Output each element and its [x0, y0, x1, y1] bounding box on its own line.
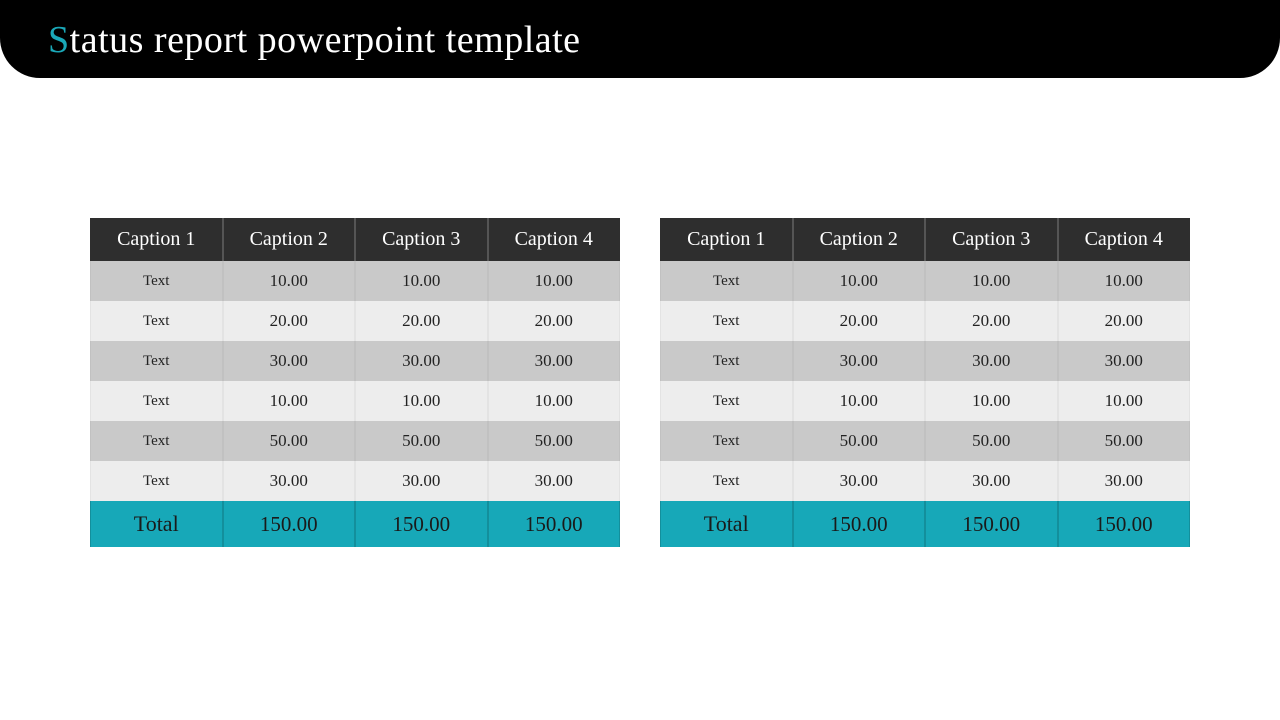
- cell: 30.00: [355, 341, 488, 381]
- cell: Text: [90, 461, 223, 501]
- cell: Text: [660, 261, 793, 301]
- status-table-right: Caption 1 Caption 2 Caption 3 Caption 4 …: [660, 218, 1190, 547]
- cell: 30.00: [793, 341, 926, 381]
- cell: 30.00: [223, 341, 356, 381]
- col-header: Caption 4: [1058, 218, 1191, 261]
- cell: Text: [660, 421, 793, 461]
- cell: 20.00: [1058, 301, 1191, 341]
- status-table-left: Caption 1 Caption 2 Caption 3 Caption 4 …: [90, 218, 620, 547]
- total-cell: 150.00: [355, 501, 488, 547]
- cell: 10.00: [793, 381, 926, 421]
- col-header: Caption 2: [223, 218, 356, 261]
- slide-header: Status report powerpoint template: [0, 0, 1280, 78]
- cell: 30.00: [793, 461, 926, 501]
- cell: 50.00: [355, 421, 488, 461]
- cell: 30.00: [488, 461, 621, 501]
- title-accent: S: [48, 19, 70, 61]
- total-cell: 150.00: [925, 501, 1058, 547]
- cell: 20.00: [925, 301, 1058, 341]
- cell: 10.00: [355, 381, 488, 421]
- table-row: Text 10.00 10.00 10.00: [90, 381, 620, 421]
- col-header: Caption 1: [90, 218, 223, 261]
- cell: 10.00: [488, 381, 621, 421]
- table-row: Text 50.00 50.00 50.00: [90, 421, 620, 461]
- cell: 50.00: [793, 421, 926, 461]
- table-row: Text 10.00 10.00 10.00: [90, 261, 620, 301]
- col-header: Caption 1: [660, 218, 793, 261]
- col-header: Caption 3: [925, 218, 1058, 261]
- total-label: Total: [90, 501, 223, 547]
- cell: 30.00: [925, 461, 1058, 501]
- cell: 10.00: [925, 261, 1058, 301]
- table-row: Text 30.00 30.00 30.00: [660, 341, 1190, 381]
- cell: Text: [660, 341, 793, 381]
- cell: Text: [90, 381, 223, 421]
- table-row: Text 30.00 30.00 30.00: [90, 461, 620, 501]
- col-header: Caption 4: [488, 218, 621, 261]
- cell: 30.00: [488, 341, 621, 381]
- title-rest: tatus report powerpoint template: [70, 19, 581, 61]
- cell: 20.00: [793, 301, 926, 341]
- cell: Text: [660, 301, 793, 341]
- table-total-row: Total 150.00 150.00 150.00: [660, 501, 1190, 547]
- table-header-row: Caption 1 Caption 2 Caption 3 Caption 4: [90, 218, 620, 261]
- total-label: Total: [660, 501, 793, 547]
- cell: 30.00: [1058, 341, 1191, 381]
- slide-content: Caption 1 Caption 2 Caption 3 Caption 4 …: [0, 78, 1280, 547]
- cell: Text: [660, 381, 793, 421]
- cell: Text: [660, 461, 793, 501]
- cell: 10.00: [1058, 381, 1191, 421]
- cell: 20.00: [488, 301, 621, 341]
- slide-title: Status report powerpoint template: [48, 18, 1280, 62]
- cell: 30.00: [223, 461, 356, 501]
- cell: 10.00: [223, 261, 356, 301]
- cell: Text: [90, 421, 223, 461]
- col-header: Caption 3: [355, 218, 488, 261]
- table-row: Text 30.00 30.00 30.00: [660, 461, 1190, 501]
- cell: 10.00: [925, 381, 1058, 421]
- cell: 10.00: [1058, 261, 1191, 301]
- cell: Text: [90, 301, 223, 341]
- total-cell: 150.00: [1058, 501, 1191, 547]
- col-header: Caption 2: [793, 218, 926, 261]
- table-row: Text 10.00 10.00 10.00: [660, 381, 1190, 421]
- table-row: Text 30.00 30.00 30.00: [90, 341, 620, 381]
- table-header-row: Caption 1 Caption 2 Caption 3 Caption 4: [660, 218, 1190, 261]
- total-cell: 150.00: [488, 501, 621, 547]
- cell: Text: [90, 341, 223, 381]
- cell: 50.00: [925, 421, 1058, 461]
- table-row: Text 50.00 50.00 50.00: [660, 421, 1190, 461]
- cell: 20.00: [223, 301, 356, 341]
- cell: Text: [90, 261, 223, 301]
- table-row: Text 20.00 20.00 20.00: [90, 301, 620, 341]
- cell: 50.00: [1058, 421, 1191, 461]
- table-row: Text 10.00 10.00 10.00: [660, 261, 1190, 301]
- table-total-row: Total 150.00 150.00 150.00: [90, 501, 620, 547]
- total-cell: 150.00: [793, 501, 926, 547]
- cell: 10.00: [223, 381, 356, 421]
- cell: 10.00: [488, 261, 621, 301]
- cell: 30.00: [355, 461, 488, 501]
- cell: 50.00: [488, 421, 621, 461]
- cell: 10.00: [355, 261, 488, 301]
- cell: 30.00: [1058, 461, 1191, 501]
- table-row: Text 20.00 20.00 20.00: [660, 301, 1190, 341]
- cell: 50.00: [223, 421, 356, 461]
- cell: 20.00: [355, 301, 488, 341]
- cell: 10.00: [793, 261, 926, 301]
- cell: 30.00: [925, 341, 1058, 381]
- total-cell: 150.00: [223, 501, 356, 547]
